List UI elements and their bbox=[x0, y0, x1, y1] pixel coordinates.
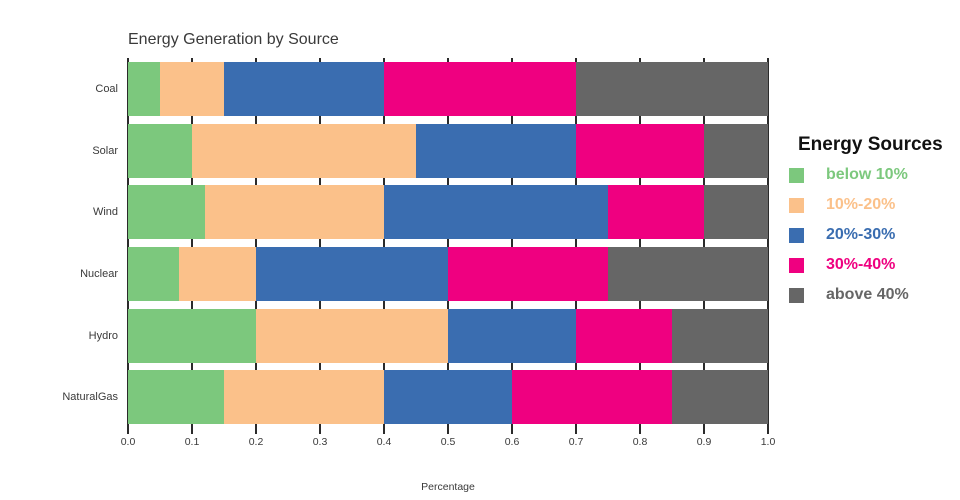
legend-item-label: 30%-40% bbox=[826, 256, 896, 273]
grid-tick-line bbox=[255, 58, 257, 434]
bar-segment-hydro[interactable] bbox=[576, 308, 672, 363]
category-label: Coal bbox=[95, 82, 118, 95]
legend: Energy Sources below 10% 10%-20% 20%-30% 30… bbox=[789, 134, 943, 310]
bar-segment-solar[interactable] bbox=[128, 123, 192, 178]
legend-swatch-icon bbox=[789, 227, 804, 243]
bar-nuclear bbox=[128, 246, 768, 301]
legend-item[interactable]: above 40% bbox=[789, 280, 943, 310]
legend-swatch-icon bbox=[789, 257, 804, 273]
bar-segment-coal[interactable] bbox=[128, 61, 160, 116]
bar-segment-nuclear[interactable] bbox=[179, 246, 256, 301]
legend-swatch-icon bbox=[789, 167, 804, 183]
grid-tick-line bbox=[511, 58, 513, 434]
legend-item[interactable]: 30%-40% bbox=[789, 250, 943, 280]
bar-segment-coal[interactable] bbox=[160, 61, 224, 116]
grid-tick-line bbox=[703, 58, 705, 434]
bar-segment-naturalgas[interactable] bbox=[224, 370, 384, 425]
grid-tick-line bbox=[319, 58, 321, 434]
bar-segment-solar[interactable] bbox=[704, 123, 768, 178]
legend-item[interactable]: 10%-20% bbox=[789, 190, 943, 220]
bar-segment-solar[interactable] bbox=[192, 123, 416, 178]
bar-segment-solar[interactable] bbox=[416, 123, 576, 178]
x-tick-label: 0.6 bbox=[504, 436, 520, 448]
legend-items: below 10% 10%-20% 20%-30% 30%-40% above 40% bbox=[789, 160, 943, 310]
x-tick-label: 0.5 bbox=[440, 436, 456, 448]
bar-wind bbox=[128, 185, 768, 240]
x-tick-label: 1.0 bbox=[760, 436, 776, 448]
legend-swatch-icon bbox=[789, 197, 804, 213]
bar-segment-wind[interactable] bbox=[703, 185, 768, 240]
bar-segment-solar[interactable] bbox=[576, 123, 704, 178]
bar-segment-hydro[interactable] bbox=[672, 308, 768, 363]
bar-segment-coal[interactable] bbox=[224, 61, 384, 116]
grid-tick-line bbox=[383, 58, 385, 434]
bar-solar bbox=[128, 123, 768, 178]
grid-tick-line bbox=[767, 58, 769, 434]
x-tick-label: 0.3 bbox=[312, 436, 328, 448]
grid-tick-line bbox=[639, 58, 641, 434]
bar-hydro bbox=[128, 308, 768, 363]
category-label: Solar bbox=[92, 144, 118, 157]
bar-segment-naturalgas[interactable] bbox=[672, 370, 768, 425]
x-tick-label: 0.8 bbox=[632, 436, 648, 448]
bar-coal bbox=[128, 61, 768, 116]
bar-segment-coal[interactable] bbox=[576, 61, 768, 116]
x-tick-label: 0.0 bbox=[120, 436, 136, 448]
grid-tick-line bbox=[191, 58, 193, 434]
bar-segment-wind[interactable] bbox=[128, 185, 205, 240]
x-tick-label: 0.7 bbox=[568, 436, 584, 448]
legend-item-label: below 10% bbox=[826, 166, 908, 183]
bar-segment-coal[interactable] bbox=[384, 61, 576, 116]
x-tick-label: 0.4 bbox=[376, 436, 392, 448]
legend-item[interactable]: 20%-30% bbox=[789, 220, 943, 250]
bar-segment-naturalgas[interactable] bbox=[512, 370, 672, 425]
bar-segment-nuclear[interactable] bbox=[447, 246, 608, 301]
plot-area bbox=[127, 58, 769, 434]
bar-segment-wind[interactable] bbox=[204, 185, 384, 240]
x-axis-title: Percentage bbox=[421, 481, 475, 493]
bar-naturalgas bbox=[128, 370, 768, 425]
category-label: Wind bbox=[92, 206, 118, 219]
grid-tick-line bbox=[447, 58, 449, 434]
legend-title: Energy Sources bbox=[798, 134, 943, 155]
category-label: Hydro bbox=[88, 329, 118, 342]
bar-segment-nuclear[interactable] bbox=[607, 246, 768, 301]
legend-item-label: above 40% bbox=[826, 286, 909, 303]
legend-item[interactable]: below 10% bbox=[789, 160, 943, 190]
grid-tick-line bbox=[127, 58, 129, 434]
x-tick-label: 0.9 bbox=[696, 436, 712, 448]
bar-segment-hydro[interactable] bbox=[448, 308, 576, 363]
x-tick-label: 0.2 bbox=[248, 436, 264, 448]
category-label: NaturalGas bbox=[62, 391, 118, 404]
bar-segment-hydro[interactable] bbox=[256, 308, 448, 363]
grid-tick-line bbox=[575, 58, 577, 434]
bar-segment-wind[interactable] bbox=[607, 185, 704, 240]
legend-swatch-icon bbox=[789, 287, 804, 303]
bar-segment-naturalgas[interactable] bbox=[128, 370, 224, 425]
x-tick-label: 0.1 bbox=[184, 436, 200, 448]
legend-item-label: 10%-20% bbox=[826, 196, 896, 213]
bar-segment-wind[interactable] bbox=[383, 185, 608, 240]
bar-segment-hydro[interactable] bbox=[128, 308, 256, 363]
bar-segment-nuclear[interactable] bbox=[255, 246, 448, 301]
bar-segment-nuclear[interactable] bbox=[128, 246, 180, 301]
chart-title: Energy Generation by Source bbox=[128, 31, 339, 48]
category-label: Nuclear bbox=[80, 267, 118, 280]
bar-segment-naturalgas[interactable] bbox=[384, 370, 512, 425]
legend-item-label: 20%-30% bbox=[826, 226, 896, 243]
